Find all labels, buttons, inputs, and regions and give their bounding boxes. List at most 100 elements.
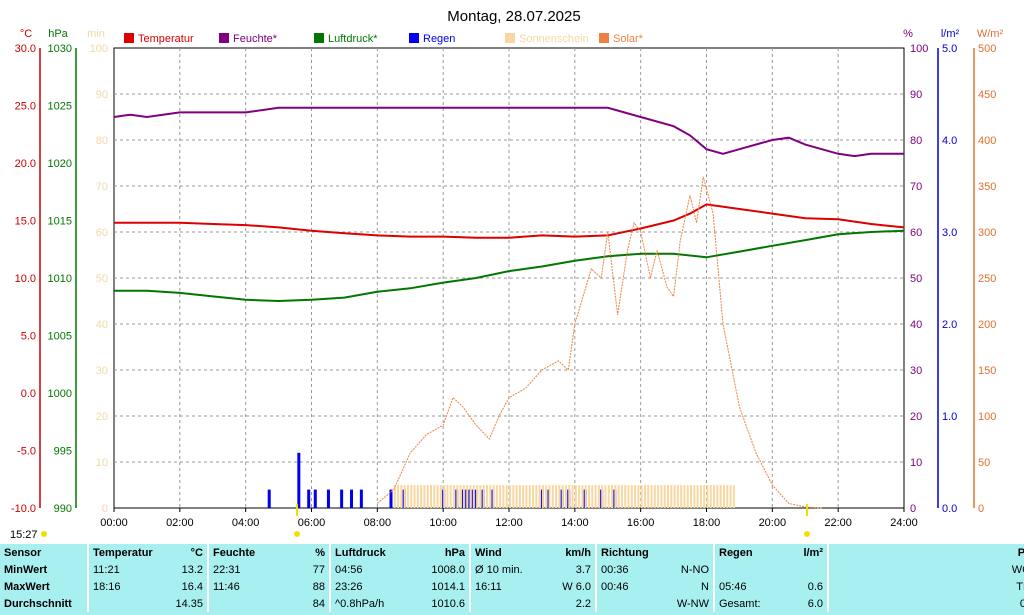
header-direction: Richtung xyxy=(595,544,672,561)
sunshine-bar xyxy=(410,485,413,508)
legend-swatch xyxy=(505,33,515,43)
rain-bar xyxy=(340,489,344,508)
sunshine-bar xyxy=(716,485,719,508)
header-humidity: Feuchte xyxy=(207,544,278,561)
x-tick-label: 22:00 xyxy=(824,517,852,529)
axis-tick-label: 1.0 xyxy=(942,411,957,423)
temp-value: 16.4 xyxy=(181,580,203,593)
sunshine-bar xyxy=(624,485,627,508)
sunshine-bar xyxy=(640,485,643,508)
axis-tick-label: 5.0 xyxy=(942,43,957,55)
dir-time xyxy=(595,595,672,612)
sunshine-bar xyxy=(518,485,521,508)
sunshine-bar xyxy=(657,485,660,508)
rain-value xyxy=(770,561,828,578)
sunshine-bar xyxy=(479,485,482,508)
sunrise-marker xyxy=(294,531,300,537)
legend-label: Solar* xyxy=(613,33,644,45)
axis-tick-label: 0 xyxy=(978,503,984,515)
axis-tick-label: 0 xyxy=(910,503,916,515)
series-line-luftdruck xyxy=(114,229,905,303)
sunshine-bar xyxy=(522,485,525,508)
rain-time: Gesamt: xyxy=(713,595,770,612)
temp-time: 18:16 xyxy=(87,578,158,595)
axis-tick-label: 350 xyxy=(978,181,996,193)
sunshine-bar xyxy=(555,485,558,508)
sunshine-bar xyxy=(453,485,456,508)
press-value: 1010.6 xyxy=(431,597,465,610)
temp-value: 13.2 xyxy=(181,563,203,576)
axis-tick-label: 30.0 xyxy=(15,43,36,55)
sunshine-bar xyxy=(696,485,699,508)
x-tick-label: 20:00 xyxy=(759,517,787,529)
axis-tick-label: 80 xyxy=(96,135,108,147)
sunshine-bar xyxy=(564,485,567,508)
axis-tick-label: 1015 xyxy=(48,216,72,228)
wind-time: Ø 10 min. xyxy=(469,561,540,578)
axis-tick-label: 1030 xyxy=(48,43,72,55)
sunshine-bar xyxy=(584,485,587,508)
axis-tick-label: 450 xyxy=(978,89,996,101)
sunshine-bar xyxy=(515,485,518,508)
series-line-feuchte xyxy=(113,106,904,158)
sunshine-bar xyxy=(525,485,528,508)
x-tick-label: 16:00 xyxy=(627,517,655,529)
axis-tick-label: 90 xyxy=(96,89,108,101)
axis-tick-label: 20.0 xyxy=(15,158,36,170)
sunshine-bar xyxy=(449,485,452,508)
sunshine-bar xyxy=(709,485,712,508)
sunshine-bar xyxy=(551,485,554,508)
axis-tick-label: 1010 xyxy=(48,273,72,285)
sunshine-bar xyxy=(495,485,498,508)
sunshine-bar xyxy=(630,485,633,508)
sunshine-bar xyxy=(489,485,492,508)
summary-row-min: MinWert 11:21 13.2 22:31 77 04:56 1008.0… xyxy=(0,561,1024,578)
axis-tick-label: 30 xyxy=(96,365,108,377)
grid-lines xyxy=(114,48,904,508)
hum-value: 84 xyxy=(312,597,325,610)
axis-unit-label: min xyxy=(87,28,105,40)
rain-value: 0.6 xyxy=(807,580,823,593)
legend-swatch xyxy=(599,33,609,43)
x-tick-label: 08:00 xyxy=(364,517,392,529)
axis-tick-label: 0.0 xyxy=(942,503,957,515)
axis-tick-label: 25.0 xyxy=(15,101,36,113)
sunshine-bar xyxy=(607,485,610,508)
wind-value: 2.2 xyxy=(575,597,591,610)
header-pressure-unit: hPa xyxy=(444,546,465,559)
x-tick-label: 12:00 xyxy=(495,517,523,529)
sunshine-bar xyxy=(680,485,683,508)
sunshine-bar xyxy=(693,485,696,508)
hum-time: 22:31 xyxy=(207,561,278,578)
header-temperature: Temperatur xyxy=(87,544,158,561)
sunshine-bar xyxy=(532,485,535,508)
sunshine-bar xyxy=(683,485,686,508)
header-pressure: Luftdruck xyxy=(329,544,404,561)
sunshine-bar xyxy=(571,485,574,508)
legend: Temperatur Feuchte* Luftdruck* Regen Sonnens… xyxy=(124,33,644,45)
axis-tick-label: 15.0 xyxy=(15,216,36,228)
axis-unit-label: W/m² xyxy=(977,28,1004,40)
row-label: MaxWert xyxy=(4,580,50,593)
sunshine-bar xyxy=(538,485,541,508)
legend-swatch xyxy=(219,33,229,43)
sunshine-bar xyxy=(667,485,669,508)
sunshine-bar xyxy=(581,485,584,508)
sunshine-bar xyxy=(528,485,531,508)
sunshine-bar xyxy=(423,485,426,508)
summary-table: Sensor Temperatur °C Feuchte % Luftdruck… xyxy=(0,544,1024,615)
axis-tick-label: 60 xyxy=(910,227,922,239)
sunshine-bar xyxy=(591,485,594,508)
sunshine-bar xyxy=(413,485,416,508)
summary-row-max: MaxWert 18:16 16.4 11:46 88 23:26 1014.1… xyxy=(0,578,1024,595)
x-tick-label: 18:00 xyxy=(693,517,721,529)
sunshine-bar xyxy=(439,485,442,508)
axis-tick-label: -10.0 xyxy=(11,503,36,515)
sunshine-bar xyxy=(597,485,600,508)
sunshine-bar xyxy=(719,485,722,508)
current-time-marker xyxy=(41,531,47,537)
sunshine-bar xyxy=(637,485,640,508)
axis-tick-label: 30 xyxy=(910,365,922,377)
wind-value: W 6.0 xyxy=(562,580,591,593)
axis-unit-label: hPa xyxy=(48,28,68,40)
